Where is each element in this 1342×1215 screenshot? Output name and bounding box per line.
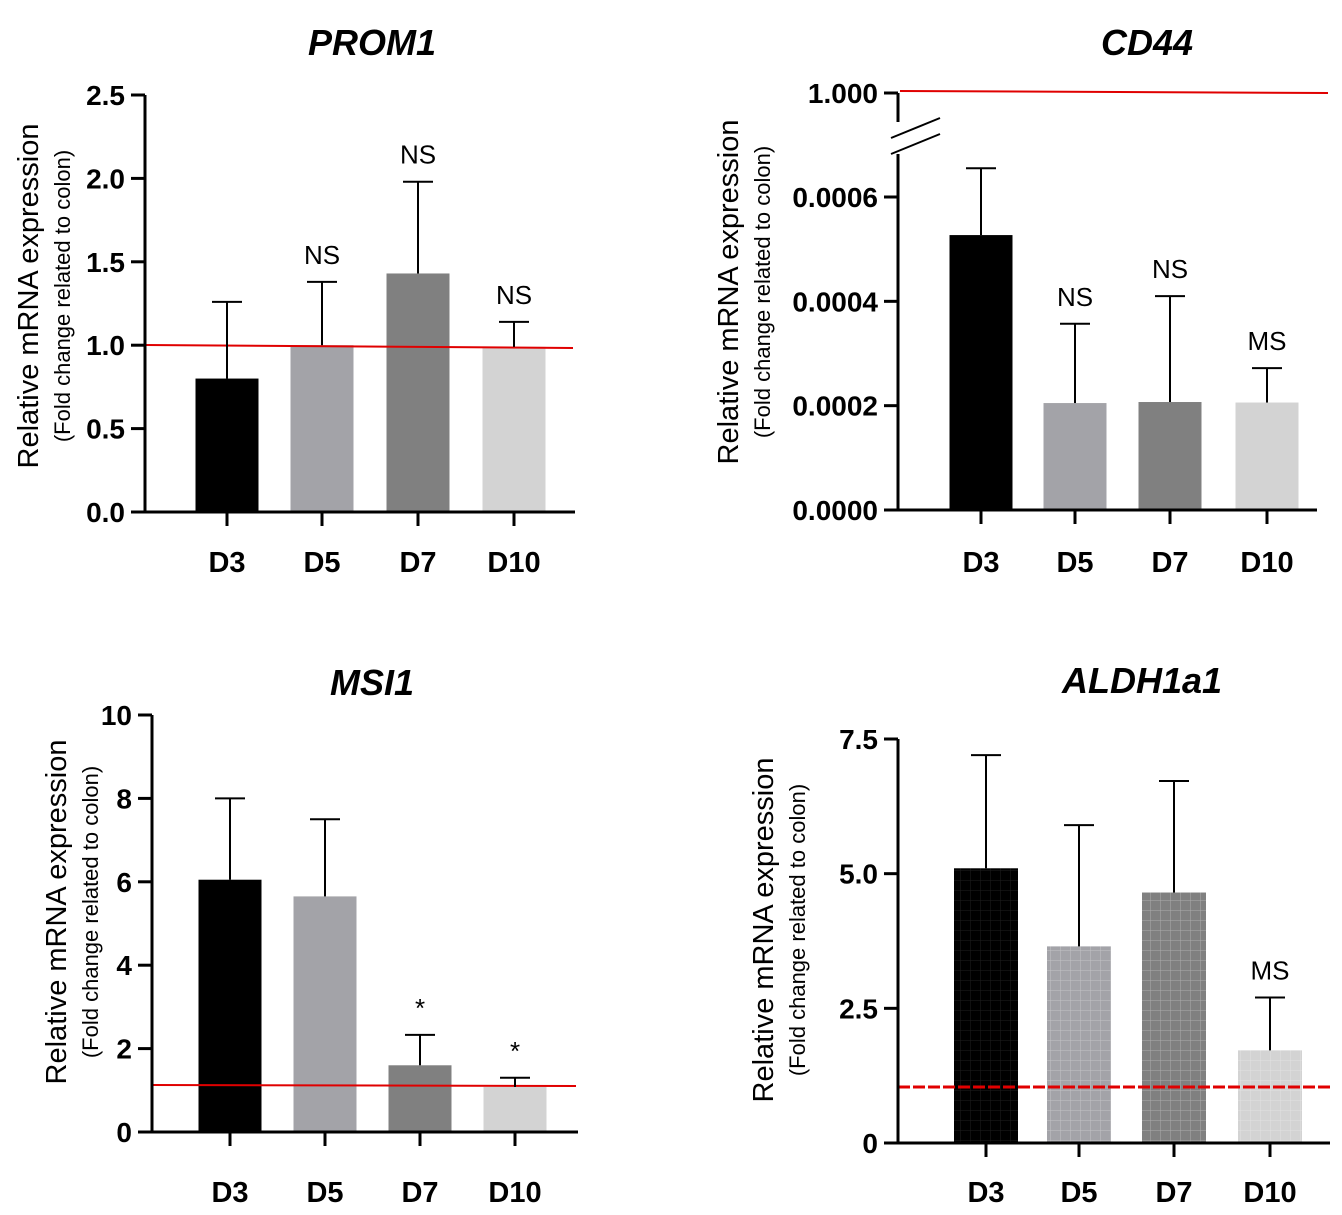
y-tick-label: 0: [862, 1128, 878, 1159]
chart-title: CD44: [1101, 22, 1193, 63]
x-tick-label: D7: [1151, 547, 1188, 579]
y-tick-label: 0.0: [86, 497, 125, 528]
y-axis-label: Relative mRNA expression: [41, 740, 73, 1085]
y-tick-label: 8: [116, 783, 132, 814]
reference-line: [151, 1084, 577, 1087]
y-tick-label: 2.0: [86, 163, 125, 194]
bar: [1235, 402, 1299, 510]
y-tick-label: 0.0002: [792, 391, 878, 422]
y-axis-sublabel: (Fold change related to colon): [78, 766, 103, 1058]
y-tick-label: 1.0: [86, 330, 125, 361]
significance-label: *: [415, 993, 425, 1023]
bar: [483, 1086, 547, 1132]
y-tick-label: 10: [101, 700, 132, 731]
bar: [290, 345, 354, 512]
bar: [198, 879, 262, 1132]
x-tick-label: D10: [1240, 547, 1293, 579]
x-tick-label: D3: [967, 1177, 1004, 1209]
y-tick-label: 0: [116, 1117, 132, 1148]
y-axis-label: Relative mRNA expression: [713, 120, 745, 465]
chart-title: PROM1: [308, 22, 436, 63]
y-axis-sublabel: (Fold change related to colon): [785, 784, 810, 1076]
y-tick-label: 4: [116, 950, 132, 981]
y-tick-label: 1.5: [86, 247, 125, 278]
y-tick-label: 2.5: [839, 993, 878, 1024]
x-tick-label: D7: [399, 547, 436, 579]
significance-label: NS: [400, 140, 436, 170]
reference-line: [144, 344, 574, 349]
axis-break-mark: [890, 133, 941, 155]
panel-cd44: CD44 Relative mRNA expression (Fold chan…: [713, 22, 1329, 579]
significance-label: NS: [1057, 282, 1093, 312]
bar-texture: [1047, 946, 1111, 1143]
bar-texture: [1238, 1050, 1302, 1143]
chart-title: ALDH1a1: [1061, 660, 1222, 701]
significance-label: *: [510, 1036, 520, 1066]
y-axis-label: Relative mRNA expression: [748, 758, 780, 1103]
x-tick-label: D5: [1060, 1177, 1097, 1209]
bar: [1138, 402, 1202, 510]
plot-area: NS NS MS 0.0000 0.0002 0.0004 0.0006 1.000 D3 D5 D…: [792, 78, 1329, 579]
x-tick-label: D7: [1155, 1177, 1192, 1209]
y-tick-label: 1.000: [808, 78, 878, 109]
y-tick-label: 2: [116, 1034, 132, 1065]
x-tick-label: D3: [962, 547, 999, 579]
bar: [482, 346, 546, 512]
y-tick-label: 7.5: [839, 724, 878, 755]
y-axis-label: Relative mRNA expression: [13, 124, 45, 469]
y-tick-label: 0.0006: [792, 182, 878, 213]
significance-label: MS: [1248, 326, 1287, 356]
bar-texture: [954, 868, 1018, 1143]
axis-break-mark: [890, 117, 941, 139]
bar: [949, 235, 1013, 510]
plot-area: MS 0 2.5 5.0 7.5 D3 D5 D7 D10: [839, 724, 1330, 1209]
bar: [293, 896, 357, 1132]
x-tick-label: D10: [1243, 1177, 1296, 1209]
significance-label: NS: [1152, 254, 1188, 284]
x-tick-label: D10: [487, 547, 540, 579]
x-tick-label: D3: [208, 547, 245, 579]
chart-title: MSI1: [330, 662, 414, 703]
bar: [195, 378, 259, 512]
y-tick-label: 6: [116, 867, 132, 898]
bar: [1043, 403, 1107, 510]
y-tick-label: 5.0: [839, 859, 878, 890]
x-tick-label: D10: [488, 1177, 541, 1209]
y-axis-sublabel: (Fold change related to colon): [50, 150, 75, 442]
panel-aldh1a1: ALDH1a1 Relative mRNA expression (Fold c…: [748, 660, 1330, 1209]
plot-area: * * 0 2 4 6 8 10 D3 D5 D7 D10: [101, 700, 578, 1209]
reference-line: [899, 90, 1329, 94]
plot-area: NS NS NS 0.0 0.5 1.0 1.5 2.0 2.5 D3 D5 D7 D10: [86, 80, 575, 579]
x-tick-label: D7: [401, 1177, 438, 1209]
y-tick-label: 0.0004: [792, 286, 878, 317]
panel-msi1: MSI1 Relative mRNA expression (Fold chan…: [41, 662, 578, 1209]
x-tick-label: D5: [303, 547, 340, 579]
y-tick-label: 2.5: [86, 80, 125, 111]
significance-label: NS: [496, 280, 532, 310]
panel-prom1: PROM1 Relative mRNA expression (Fold cha…: [13, 22, 575, 579]
significance-label: MS: [1251, 956, 1290, 986]
y-axis-sublabel: (Fold change related to colon): [750, 146, 775, 438]
x-tick-label: D5: [306, 1177, 343, 1209]
bar: [388, 1065, 452, 1132]
significance-label: NS: [304, 240, 340, 270]
x-tick-label: D5: [1056, 547, 1093, 579]
y-tick-label: 0.0000: [792, 495, 878, 526]
bar: [386, 273, 450, 512]
y-tick-label: 0.5: [86, 414, 125, 445]
x-tick-label: D3: [211, 1177, 248, 1209]
bar-texture: [1142, 892, 1206, 1143]
